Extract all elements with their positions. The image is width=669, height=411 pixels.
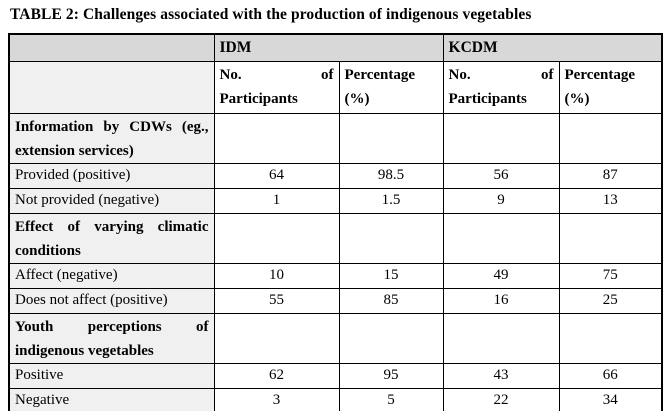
table-title: TABLE 2: Challenges associated with the … [10,6,532,23]
section-row: Youth perceptions of indigenous vegetabl… [8,312,663,364]
sub-header-idm-participants: No. of Participants [213,60,340,114]
empty-cell [442,212,560,264]
sub-header-kcdm-percentage: Percentage (%) [558,60,663,114]
value-cell: 55 [213,287,340,314]
empty-cell [338,212,444,264]
value-cell: 75 [558,262,663,289]
empty-cell [338,112,444,164]
group-header-idm: IDM [213,33,444,62]
value-cell: 98.5 [338,162,444,189]
value-cell: 87 [558,162,663,189]
empty-cell [558,312,663,364]
value-cell: 1 [213,187,340,214]
corner-cell [8,33,215,62]
value-cell: 10 [213,262,340,289]
value-cell: 25 [558,287,663,314]
empty-cell [558,212,663,264]
sub-header-row: No. of Participants Percentage (%) No. o… [8,60,663,114]
value-cell: 64 [213,162,340,189]
empty-cell [338,312,444,364]
sub-header-idm-percentage: Percentage (%) [338,60,444,114]
table-row: Positive 62 95 43 66 [8,362,663,389]
value-cell: 62 [213,362,340,389]
group-header-kcdm: KCDM [442,33,663,62]
table-row: Negative 3 5 22 34 [8,387,663,411]
row-label-cell: Provided (positive) [8,162,215,189]
empty-cell [442,312,560,364]
group-header-row: IDM KCDM [8,33,663,62]
row-label-cell: Does not affect (positive) [8,287,215,314]
table-row: Provided (positive) 64 98.5 56 87 [8,162,663,189]
row-label-cell: Affect (negative) [8,262,215,289]
row-label-cell: Not provided (negative) [8,187,215,214]
empty-cell [213,312,340,364]
row-label-cell: Negative [8,387,215,411]
value-cell: 16 [442,287,560,314]
value-cell: 1.5 [338,187,444,214]
section-header-cell: Effect of varying climatic conditions [8,212,215,264]
table-row: Not provided (negative) 1 1.5 9 13 [8,187,663,214]
sub-header-empty-cell [8,60,215,114]
row-label-cell: Positive [8,362,215,389]
empty-cell [213,212,340,264]
value-cell: 85 [338,287,444,314]
section-header-cell: Information by CDWs (eg., extension serv… [8,112,215,164]
value-cell: 34 [558,387,663,411]
empty-cell [442,112,560,164]
sub-header-kcdm-participants: No. of Participants [442,60,560,114]
table-row: Does not affect (positive) 55 85 16 25 [8,287,663,314]
value-cell: 56 [442,162,560,189]
value-cell: 13 [558,187,663,214]
value-cell: 43 [442,362,560,389]
challenges-table: IDM KCDM No. of Participants Percentage … [8,33,664,411]
value-cell: 66 [558,362,663,389]
value-cell: 3 [213,387,340,411]
section-row: Effect of varying climatic conditions [8,212,663,264]
value-cell: 22 [442,387,560,411]
value-cell: 5 [338,387,444,411]
value-cell: 95 [338,362,444,389]
section-header-cell: Youth perceptions of indigenous vegetabl… [8,312,215,364]
value-cell: 15 [338,262,444,289]
value-cell: 9 [442,187,560,214]
empty-cell [558,112,663,164]
table-row: Affect (negative) 10 15 49 75 [8,262,663,289]
empty-cell [213,112,340,164]
value-cell: 49 [442,262,560,289]
section-row: Information by CDWs (eg., extension serv… [8,112,663,164]
